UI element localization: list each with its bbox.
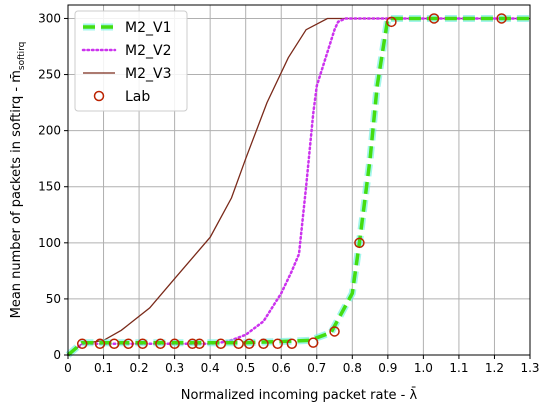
lab-marker [286, 338, 298, 350]
y-tick-label: 100 [38, 236, 61, 250]
lab-marker [155, 338, 166, 350]
lab-marker [123, 338, 134, 350]
lab-marker [76, 338, 88, 350]
legend-item: M2_V1 [83, 20, 171, 36]
series-line-m2-v1 [66, 16, 530, 357]
legend-item: M2_V2 [81, 43, 171, 59]
legend-item: Lab [93, 89, 150, 105]
y-tick-label: 300 [38, 11, 61, 25]
series-layer [65, 13, 532, 358]
x-tick-label: 1.1 [449, 361, 468, 375]
lab-marker [354, 237, 365, 249]
x-tick-label: 0.7 [307, 361, 326, 375]
lab-marker [169, 338, 180, 350]
x-tick-label: 1.0 [414, 361, 433, 375]
y-tick-label: 50 [46, 292, 61, 306]
series-line-m2-v2 [66, 17, 532, 357]
x-tick-label: 1.2 [485, 361, 504, 375]
legend-label: M2_V1 [125, 20, 171, 36]
lab-marker [194, 338, 205, 350]
legend-label: M2_V3 [125, 66, 171, 82]
lab-marker [272, 338, 283, 350]
x-tick-label: 0.2 [130, 361, 149, 375]
legend-label: Lab [125, 89, 150, 105]
x-tick-label: 0.1 [94, 361, 113, 375]
plot-frame [67, 4, 531, 356]
lab-marker [386, 16, 397, 28]
series-line-m2-v3 [67, 17, 530, 356]
y-axis-label-main: Mean number of packets in softirq - m̄ [9, 70, 24, 318]
lab-marker [329, 326, 340, 337]
y-tick-label: 150 [38, 180, 61, 194]
legend-swatch-lab [93, 90, 105, 102]
lab-marker [137, 338, 148, 350]
y-tick-label: 200 [38, 124, 61, 138]
lab-marker [307, 337, 319, 348]
y-axis-label: Mean number of packets in softirq - m̄so… [9, 42, 27, 319]
lab-marker [428, 13, 440, 24]
x-tick-label: 1.3 [520, 361, 539, 375]
lab-marker [496, 13, 507, 24]
lab-marker [94, 338, 106, 350]
y-tick-label: 250 [38, 68, 61, 82]
x-tick-label: 0 [64, 361, 72, 375]
x-tick-label: 0.6 [272, 361, 291, 375]
legend-item: M2_V3 [83, 66, 171, 82]
x-tick-label: 0.4 [201, 361, 220, 375]
y-axis-label-subscript: softirq [17, 42, 27, 71]
lab-marker [215, 338, 227, 350]
x-tick-label: 0.8 [343, 361, 362, 375]
ticks: 0 0.1 0.2 0.3 0.4 0.5 0.6 0.7 0.8 0.9 1.0 1.1 1.2 1.3… [38, 11, 539, 375]
lab-marker [108, 338, 120, 350]
x-tick-label: 0.9 [378, 361, 397, 375]
x-axis-label: Normalized incoming packet rate - λ̄ [181, 388, 418, 403]
x-tick-label: 0.3 [165, 361, 184, 375]
x-tick-label: 0.5 [236, 361, 255, 375]
legend: M2_V1 M2_V2 M2_V3 Lab [74, 10, 188, 112]
legend-box [74, 10, 188, 112]
legend-label: M2_V2 [125, 43, 171, 59]
lab-marker [258, 338, 269, 350]
lab-marker [243, 338, 255, 350]
y-tick-label: 0 [53, 348, 61, 362]
lab-marker [233, 338, 244, 350]
lab-marker [187, 338, 198, 350]
